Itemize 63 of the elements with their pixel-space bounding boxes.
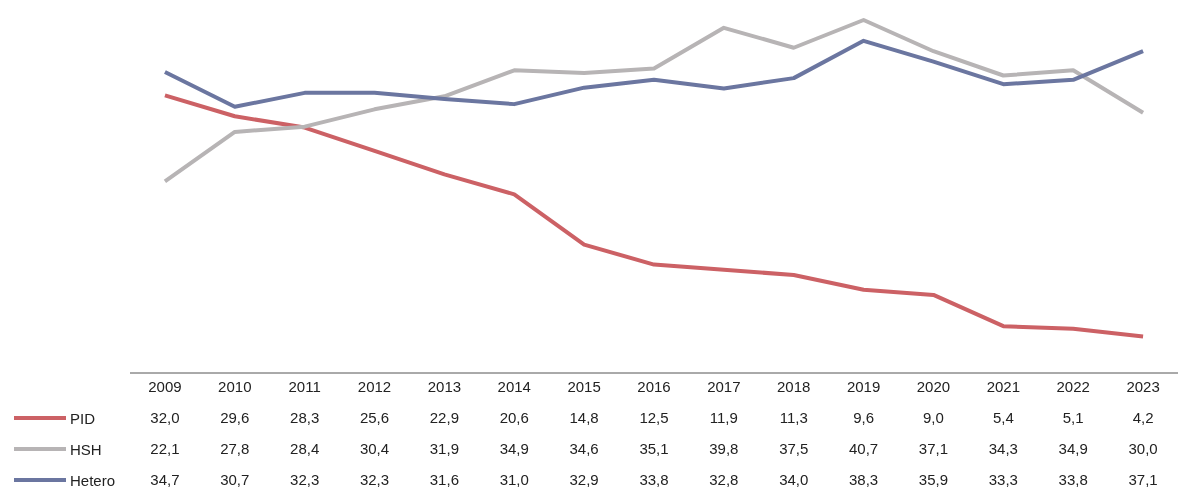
data-label: 30,7 [219, 470, 251, 490]
data-label: 34,9 [498, 439, 530, 459]
data-label: 32,3 [289, 470, 321, 490]
data-label: 4,2 [1131, 408, 1155, 428]
data-label: 12,5 [638, 408, 670, 428]
data-label: 38,3 [848, 470, 880, 490]
data-label: 5,4 [991, 408, 1015, 428]
data-label: 28,3 [289, 408, 321, 428]
data-label: 22,9 [428, 408, 460, 428]
data-label: 32,0 [149, 408, 181, 428]
x-tick-label: 2014 [497, 377, 531, 395]
x-tick-label: 2012 [357, 377, 392, 395]
x-tick-label: 2010 [218, 377, 252, 395]
data-label: 35,1 [638, 439, 670, 459]
data-label: 11,3 [778, 408, 809, 428]
legend-label: HSH [70, 440, 102, 458]
data-label: 33,8 [638, 470, 670, 490]
x-tick-label: 2022 [1056, 377, 1090, 395]
x-tick-label: 2023 [1126, 377, 1160, 395]
data-label: 37,5 [778, 439, 810, 459]
data-label: 30,4 [358, 439, 391, 459]
x-tick-label: 2017 [707, 377, 741, 395]
x-tick-label: 2019 [846, 377, 881, 395]
data-label: 27,8 [219, 439, 251, 459]
x-tick-label: 2018 [777, 377, 811, 395]
data-label: 9,6 [852, 408, 875, 428]
data-label: 33,8 [1057, 470, 1089, 490]
data-label: 40,7 [848, 439, 880, 459]
data-label: 34,0 [778, 470, 810, 490]
data-label: 25,6 [358, 408, 391, 428]
data-label: 39,8 [708, 439, 740, 459]
data-label: 14,8 [568, 408, 600, 428]
data-label: 28,4 [289, 439, 321, 459]
data-label: 34,7 [149, 470, 181, 490]
data-label: 34,6 [568, 439, 600, 459]
data-label: 30,0 [1127, 439, 1159, 459]
x-tick-label: 2015 [567, 377, 601, 395]
legend-label: Hetero [70, 471, 116, 489]
x-tick-label: 2013 [427, 377, 462, 395]
data-label: 33,3 [987, 470, 1019, 490]
data-label: 11,9 [708, 408, 739, 428]
data-label: 37,1 [1127, 470, 1159, 490]
x-tick-label: 2021 [986, 377, 1021, 395]
data-label: 32,3 [358, 470, 391, 490]
data-label: 22,1 [149, 439, 181, 459]
data-label: 31,0 [498, 470, 530, 490]
x-tick-label: 2016 [637, 377, 671, 395]
data-label: 34,3 [987, 439, 1019, 459]
x-tick-label: 2020 [916, 377, 951, 395]
data-label: 31,6 [428, 470, 460, 490]
data-label: 31,9 [428, 439, 460, 459]
data-label: 20,6 [498, 408, 530, 428]
data-label: 34,9 [1057, 439, 1089, 459]
data-label: 32,8 [708, 470, 740, 490]
data-label: 5,1 [1061, 408, 1085, 428]
data-label: 37,1 [917, 439, 950, 459]
data-label: 9,0 [922, 408, 945, 428]
data-label: 35,9 [917, 470, 950, 490]
data-label: 29,6 [219, 408, 251, 428]
legend-label: PID [70, 409, 96, 427]
x-tick-label: 2011 [288, 377, 321, 395]
data-label: 32,9 [568, 470, 600, 490]
x-tick-label: 2009 [148, 377, 182, 395]
